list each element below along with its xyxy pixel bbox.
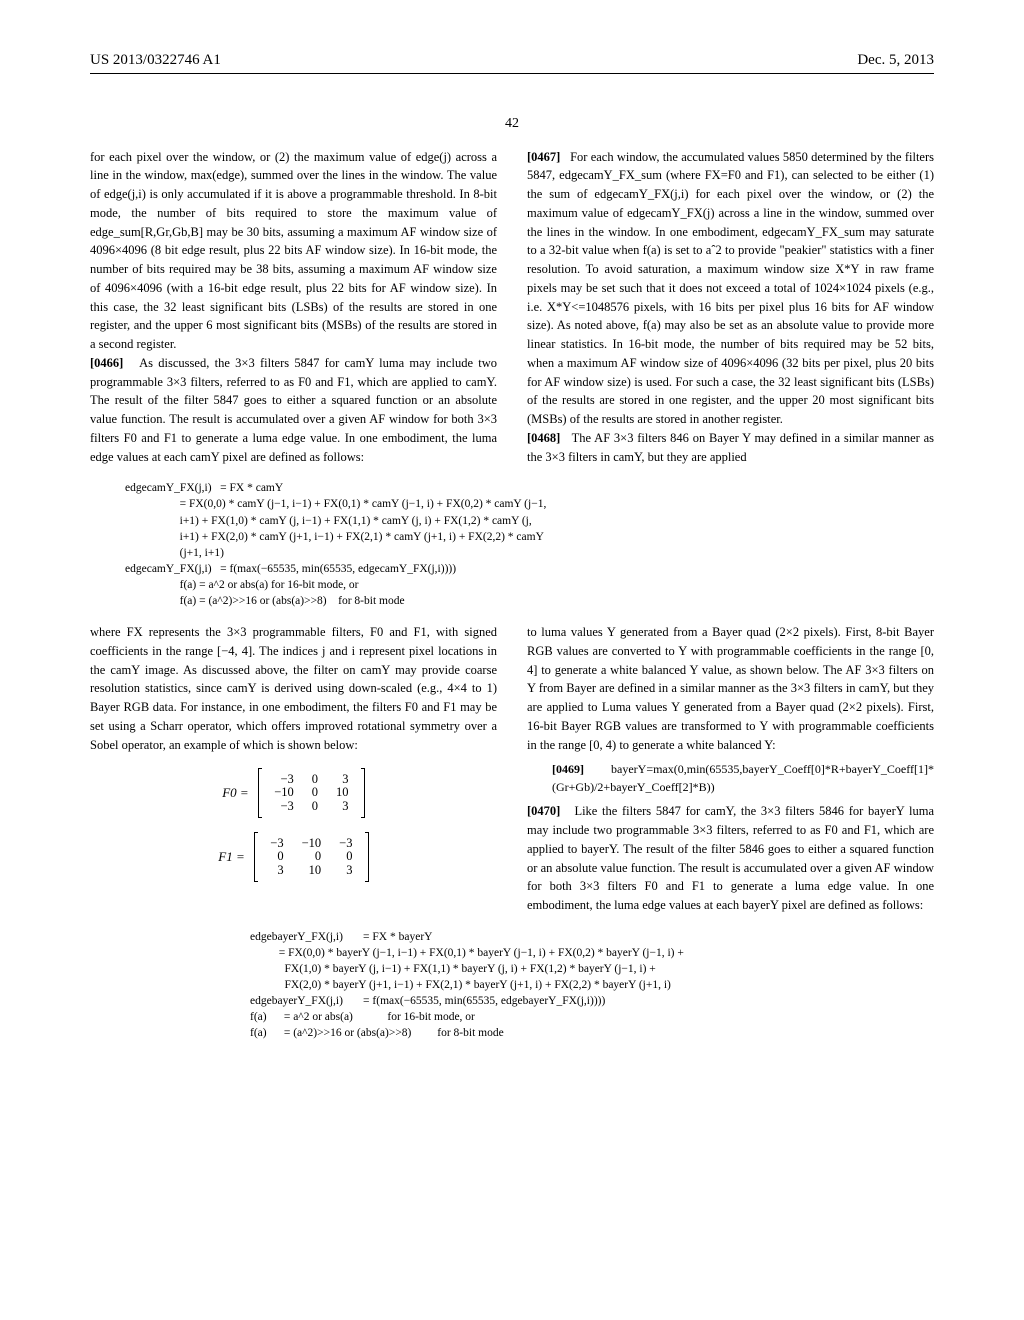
equation-block-1: edgecamY_FX(j,i) = FX * camY = FX(0,0) *… [125,480,934,609]
eq-text: bayerY=max(0,min(65535,bayerY_Coeff[0]*R… [552,762,934,794]
matrix-body: −303 −10010 −303 [265,773,357,814]
cell: 0 [303,786,327,800]
document-number: US 2013/0322746 A1 [90,50,221,71]
body-text: [0470] Like the filters 5847 for camY, t… [527,802,934,915]
cell: 0 [303,773,327,787]
matrix-label: F0 = [222,786,248,800]
body-span: For each window, the accumulated values … [527,150,934,427]
cell: 0 [293,850,331,864]
matrix-f0: F0 = −303 −10010 −303 [90,768,497,818]
cell: −3 [330,837,361,851]
body-text: to luma values Y generated from a Bayer … [527,623,934,754]
paragraph-number: [0470] [527,804,560,818]
column-left-upper: for each pixel over the window, or (2) t… [90,148,497,467]
publication-date: Dec. 5, 2013 [857,50,934,71]
body-text: [0468] The AF 3×3 filters 846 on Bayer Y… [527,429,934,467]
column-left-middle: where FX represents the 3×3 programmable… [90,623,497,915]
page-number: 42 [90,114,934,134]
matrix-f1: F1 = −3−10−3 000 3103 [90,832,497,882]
page-header: US 2013/0322746 A1 Dec. 5, 2013 [90,50,934,74]
cell: −3 [265,773,303,787]
bracket-icon [258,768,262,818]
cell: 3 [261,864,292,878]
matrix-body: −3−10−3 000 3103 [261,837,361,878]
paragraph-number: [0467] [527,150,560,164]
cell: −3 [261,837,292,851]
cell: 0 [261,850,292,864]
body-text: for each pixel over the window, or (2) t… [90,148,497,354]
body-span: Like the filters 5847 for camY, the 3×3 … [527,804,934,912]
matrix-label: F1 = [218,850,244,864]
cell: 3 [327,773,358,787]
cell: 3 [330,864,361,878]
cell: 3 [327,800,358,814]
cell: −10 [265,786,303,800]
cell: 10 [293,864,331,878]
body-text: [0466] As discussed, the 3×3 filters 584… [90,354,497,467]
body-span: As discussed, the 3×3 filters 5847 for c… [90,356,497,464]
paragraph-number: [0469] [552,762,584,776]
bracket-icon [254,832,258,882]
column-right-upper: [0467] For each window, the accumulated … [527,148,934,467]
cell: −10 [293,837,331,851]
paragraph-number: [0468] [527,431,560,445]
paragraph-number: [0466] [90,356,123,370]
inline-equation: [0469] bayerY=max(0,min(65535,bayerY_Coe… [552,760,934,796]
cell: −3 [265,800,303,814]
upper-columns: for each pixel over the window, or (2) t… [90,148,934,467]
column-right-middle: to luma values Y generated from a Bayer … [527,623,934,915]
body-text: where FX represents the 3×3 programmable… [90,623,497,754]
equation-block-2: edgebayerY_FX(j,i) = FX * bayerY = FX(0,… [250,929,934,1042]
body-text: [0467] For each window, the accumulated … [527,148,934,429]
middle-columns: where FX represents the 3×3 programmable… [90,623,934,915]
cell: 0 [330,850,361,864]
cell: 10 [327,786,358,800]
body-span: The AF 3×3 filters 846 on Bayer Y may de… [527,431,934,464]
bracket-icon [365,832,369,882]
cell: 0 [303,800,327,814]
bracket-icon [361,768,365,818]
